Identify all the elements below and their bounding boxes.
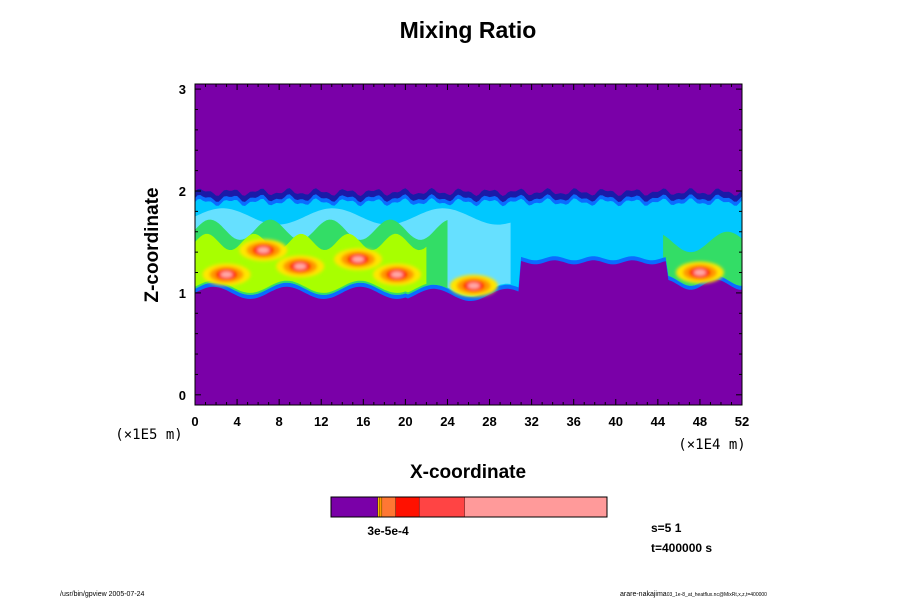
hotspot-pink — [390, 271, 403, 278]
y-tick-label: 3 — [179, 82, 186, 97]
hotspot-pink — [294, 263, 307, 270]
colorbar — [331, 497, 607, 517]
colorbar-segment — [377, 497, 380, 517]
colorbar-segment — [379, 497, 383, 517]
hotspot-pink — [693, 269, 706, 276]
x-tick-label: 52 — [735, 414, 749, 429]
y-axis-title: Z-coordinate — [142, 187, 163, 302]
x-tick-label: 40 — [609, 414, 623, 429]
x-tick-label: 8 — [276, 414, 283, 429]
x-tick-label: 24 — [440, 414, 455, 429]
x-tick-label: 48 — [693, 414, 707, 429]
colorbar-label: 3e-5e-4 — [367, 524, 409, 538]
cloud-layer — [195, 188, 742, 301]
x-tick-label: 12 — [314, 414, 328, 429]
x-tick-label: 0 — [191, 414, 198, 429]
colorbar-segment — [395, 497, 420, 517]
x-tick-label: 20 — [398, 414, 412, 429]
footer-right-small: 03_1e-8_at_heatflux.nc@MixRt,x,z,t=40000… — [667, 592, 767, 598]
y-tick-label: 0 — [179, 388, 186, 403]
footer-right: arare-nakajima03_1e-8_at_heatflux.nc@Mix… — [620, 591, 767, 598]
x-tick-label: 28 — [482, 414, 496, 429]
param-s: s=5 1 — [651, 521, 682, 535]
y-tick-label: 2 — [179, 184, 186, 199]
hotspot-pink — [257, 247, 270, 254]
y-scale-note: (×1E5 m) — [115, 427, 182, 443]
colorbar-segment — [331, 497, 378, 517]
hotspot-pink — [467, 282, 480, 289]
colorbar-segment — [464, 497, 607, 517]
x-scale-note: (×1E4 m) — [678, 437, 745, 453]
x-axis: 0 4 8 12 16 20 24 28 32 36 40 44 48 52 — [191, 84, 749, 429]
x-tick-label: 4 — [233, 414, 241, 429]
footer-left: /usr/bin/gpview 2005-07-24 — [60, 591, 145, 598]
colorbar-segment — [419, 497, 465, 517]
x-axis-title: X-coordinate — [410, 462, 526, 483]
param-t: t=400000 s — [651, 541, 712, 555]
x-tick-label: 16 — [356, 414, 370, 429]
colorbar-frame — [330, 496, 608, 518]
colorbar-segment — [382, 497, 396, 517]
cloud-top-edge — [195, 188, 742, 205]
y-tick-label: 1 — [179, 286, 186, 301]
y-axis: 0 1 2 3 — [179, 82, 742, 403]
footer-right-main: arare-nakajima — [620, 591, 667, 598]
chart-title: Mixing Ratio — [400, 17, 537, 43]
x-tick-label: 44 — [651, 414, 666, 429]
cloud-hotspots — [202, 239, 724, 297]
x-tick-label: 36 — [566, 414, 580, 429]
hotspot-pink — [352, 256, 365, 263]
hotspot-pink — [220, 271, 233, 278]
x-tick-label: 32 — [524, 414, 538, 429]
